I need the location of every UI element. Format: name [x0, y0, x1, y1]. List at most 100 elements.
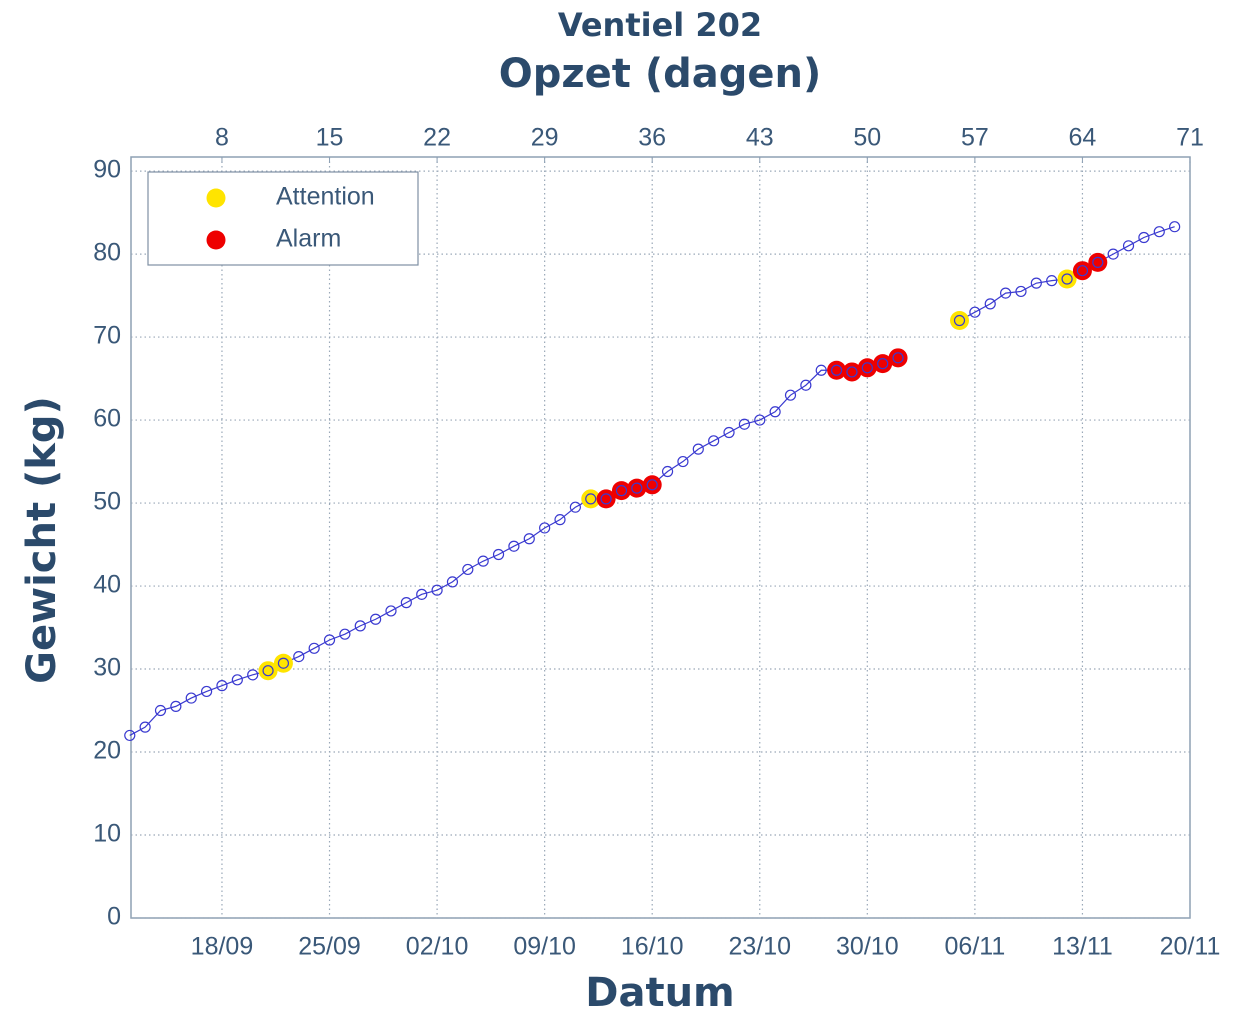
- data-point: [554, 514, 566, 526]
- legend-marker: [206, 230, 226, 250]
- y-tick-label: 70: [93, 322, 121, 350]
- x2-tick-label: 43: [746, 124, 774, 152]
- y-axis-label: Gewicht (kg): [19, 396, 65, 684]
- x2-tick-label: 36: [638, 124, 666, 152]
- data-point: [508, 540, 520, 552]
- x-tick-label: 02/10: [406, 933, 469, 961]
- highlight-point: [258, 661, 278, 681]
- x2-tick-label: 15: [316, 124, 344, 152]
- data-point: [1138, 231, 1150, 244]
- data-point: [277, 657, 290, 669]
- data-point: [877, 358, 889, 370]
- data-point: [170, 700, 182, 712]
- data-point: [1153, 226, 1165, 238]
- highlight-point: [273, 653, 293, 673]
- data-point: [1000, 287, 1012, 299]
- highlight-point: [596, 489, 616, 509]
- data-point: [446, 576, 459, 588]
- data-point: [308, 642, 320, 654]
- x-tick-label: 30/10: [836, 933, 899, 961]
- data-point: [969, 306, 981, 318]
- data-point: [477, 555, 489, 567]
- x-axis-label: Datum: [585, 970, 734, 1016]
- y-tick-label: 0: [107, 903, 121, 931]
- legend-box: [147, 171, 419, 266]
- data-point: [661, 465, 674, 478]
- data-point: [139, 721, 151, 733]
- data-point: [354, 620, 366, 632]
- highlight-point: [1088, 252, 1108, 272]
- x2-tick-label: 50: [853, 124, 881, 152]
- x2-tick-label: 29: [531, 124, 559, 152]
- data-point: [539, 522, 551, 534]
- data-point: [431, 584, 443, 596]
- data-point: [692, 443, 704, 455]
- y-tick-label: 60: [93, 405, 121, 433]
- x2-axis-label: Opzet (dagen): [499, 51, 822, 97]
- data-point: [1092, 256, 1104, 268]
- legend-label: Attention: [276, 183, 375, 211]
- data-point: [569, 501, 581, 513]
- data-point: [400, 597, 412, 609]
- data-point: [385, 605, 397, 617]
- x-tick-label: 16/10: [621, 933, 684, 961]
- data-point: [216, 680, 228, 692]
- data-point: [339, 628, 351, 640]
- data-point: [1030, 277, 1042, 289]
- x2-tick-label: 64: [1069, 124, 1097, 152]
- data-point: [984, 298, 996, 310]
- data-point: [738, 418, 750, 430]
- chart-title: Ventiel 202: [558, 6, 762, 44]
- y-tick-label: 40: [93, 571, 121, 599]
- data-point: [1061, 273, 1073, 285]
- highlight-point: [827, 360, 847, 380]
- x-tick-label: 06/11: [945, 933, 1006, 961]
- highlight-point: [581, 489, 601, 509]
- data-point: [262, 665, 274, 677]
- data-point: [769, 406, 781, 418]
- data-point: [646, 479, 658, 491]
- x2-tick-label: 22: [423, 124, 451, 152]
- data-point: [200, 685, 213, 698]
- data-point: [247, 669, 259, 681]
- y-tick-label: 90: [93, 156, 121, 184]
- y-tick-label: 20: [93, 737, 121, 765]
- legend-label: Alarm: [276, 225, 341, 253]
- legend-marker: [206, 188, 226, 208]
- data-point: [585, 493, 597, 505]
- highlight-point: [642, 475, 662, 495]
- data-point: [231, 674, 243, 686]
- data-point: [784, 389, 797, 401]
- x-tick-label: 09/10: [513, 933, 576, 961]
- highlight-point: [888, 348, 908, 368]
- x-tick-label: 23/10: [728, 933, 791, 961]
- data-point: [323, 634, 336, 646]
- y-tick-label: 50: [93, 488, 121, 516]
- x2-tick-label: 57: [961, 124, 989, 152]
- data-point: [677, 455, 689, 468]
- data-point: [1015, 285, 1027, 298]
- x-tick-label: 18/09: [191, 933, 254, 961]
- data-point: [1122, 240, 1135, 252]
- data-point: [293, 650, 305, 663]
- data-point: [154, 704, 167, 717]
- data-point: [600, 493, 612, 505]
- data-point: [846, 366, 858, 378]
- x-tick-label: 25/09: [298, 933, 361, 961]
- y-tick-label: 80: [93, 239, 121, 267]
- data-point: [861, 362, 873, 374]
- data-point: [631, 482, 643, 494]
- highlight-point: [842, 362, 862, 382]
- data-point: [708, 435, 720, 447]
- data-point: [815, 364, 827, 376]
- data-point: [1076, 265, 1089, 277]
- highlight-point: [627, 478, 647, 498]
- data-point: [800, 379, 812, 391]
- x2-tick-label: 71: [1176, 124, 1204, 152]
- data-point: [462, 563, 474, 576]
- data-point: [953, 314, 966, 327]
- x-tick-label: 13/11: [1052, 933, 1113, 961]
- highlight-point: [1072, 261, 1092, 281]
- highlight-point: [950, 310, 970, 330]
